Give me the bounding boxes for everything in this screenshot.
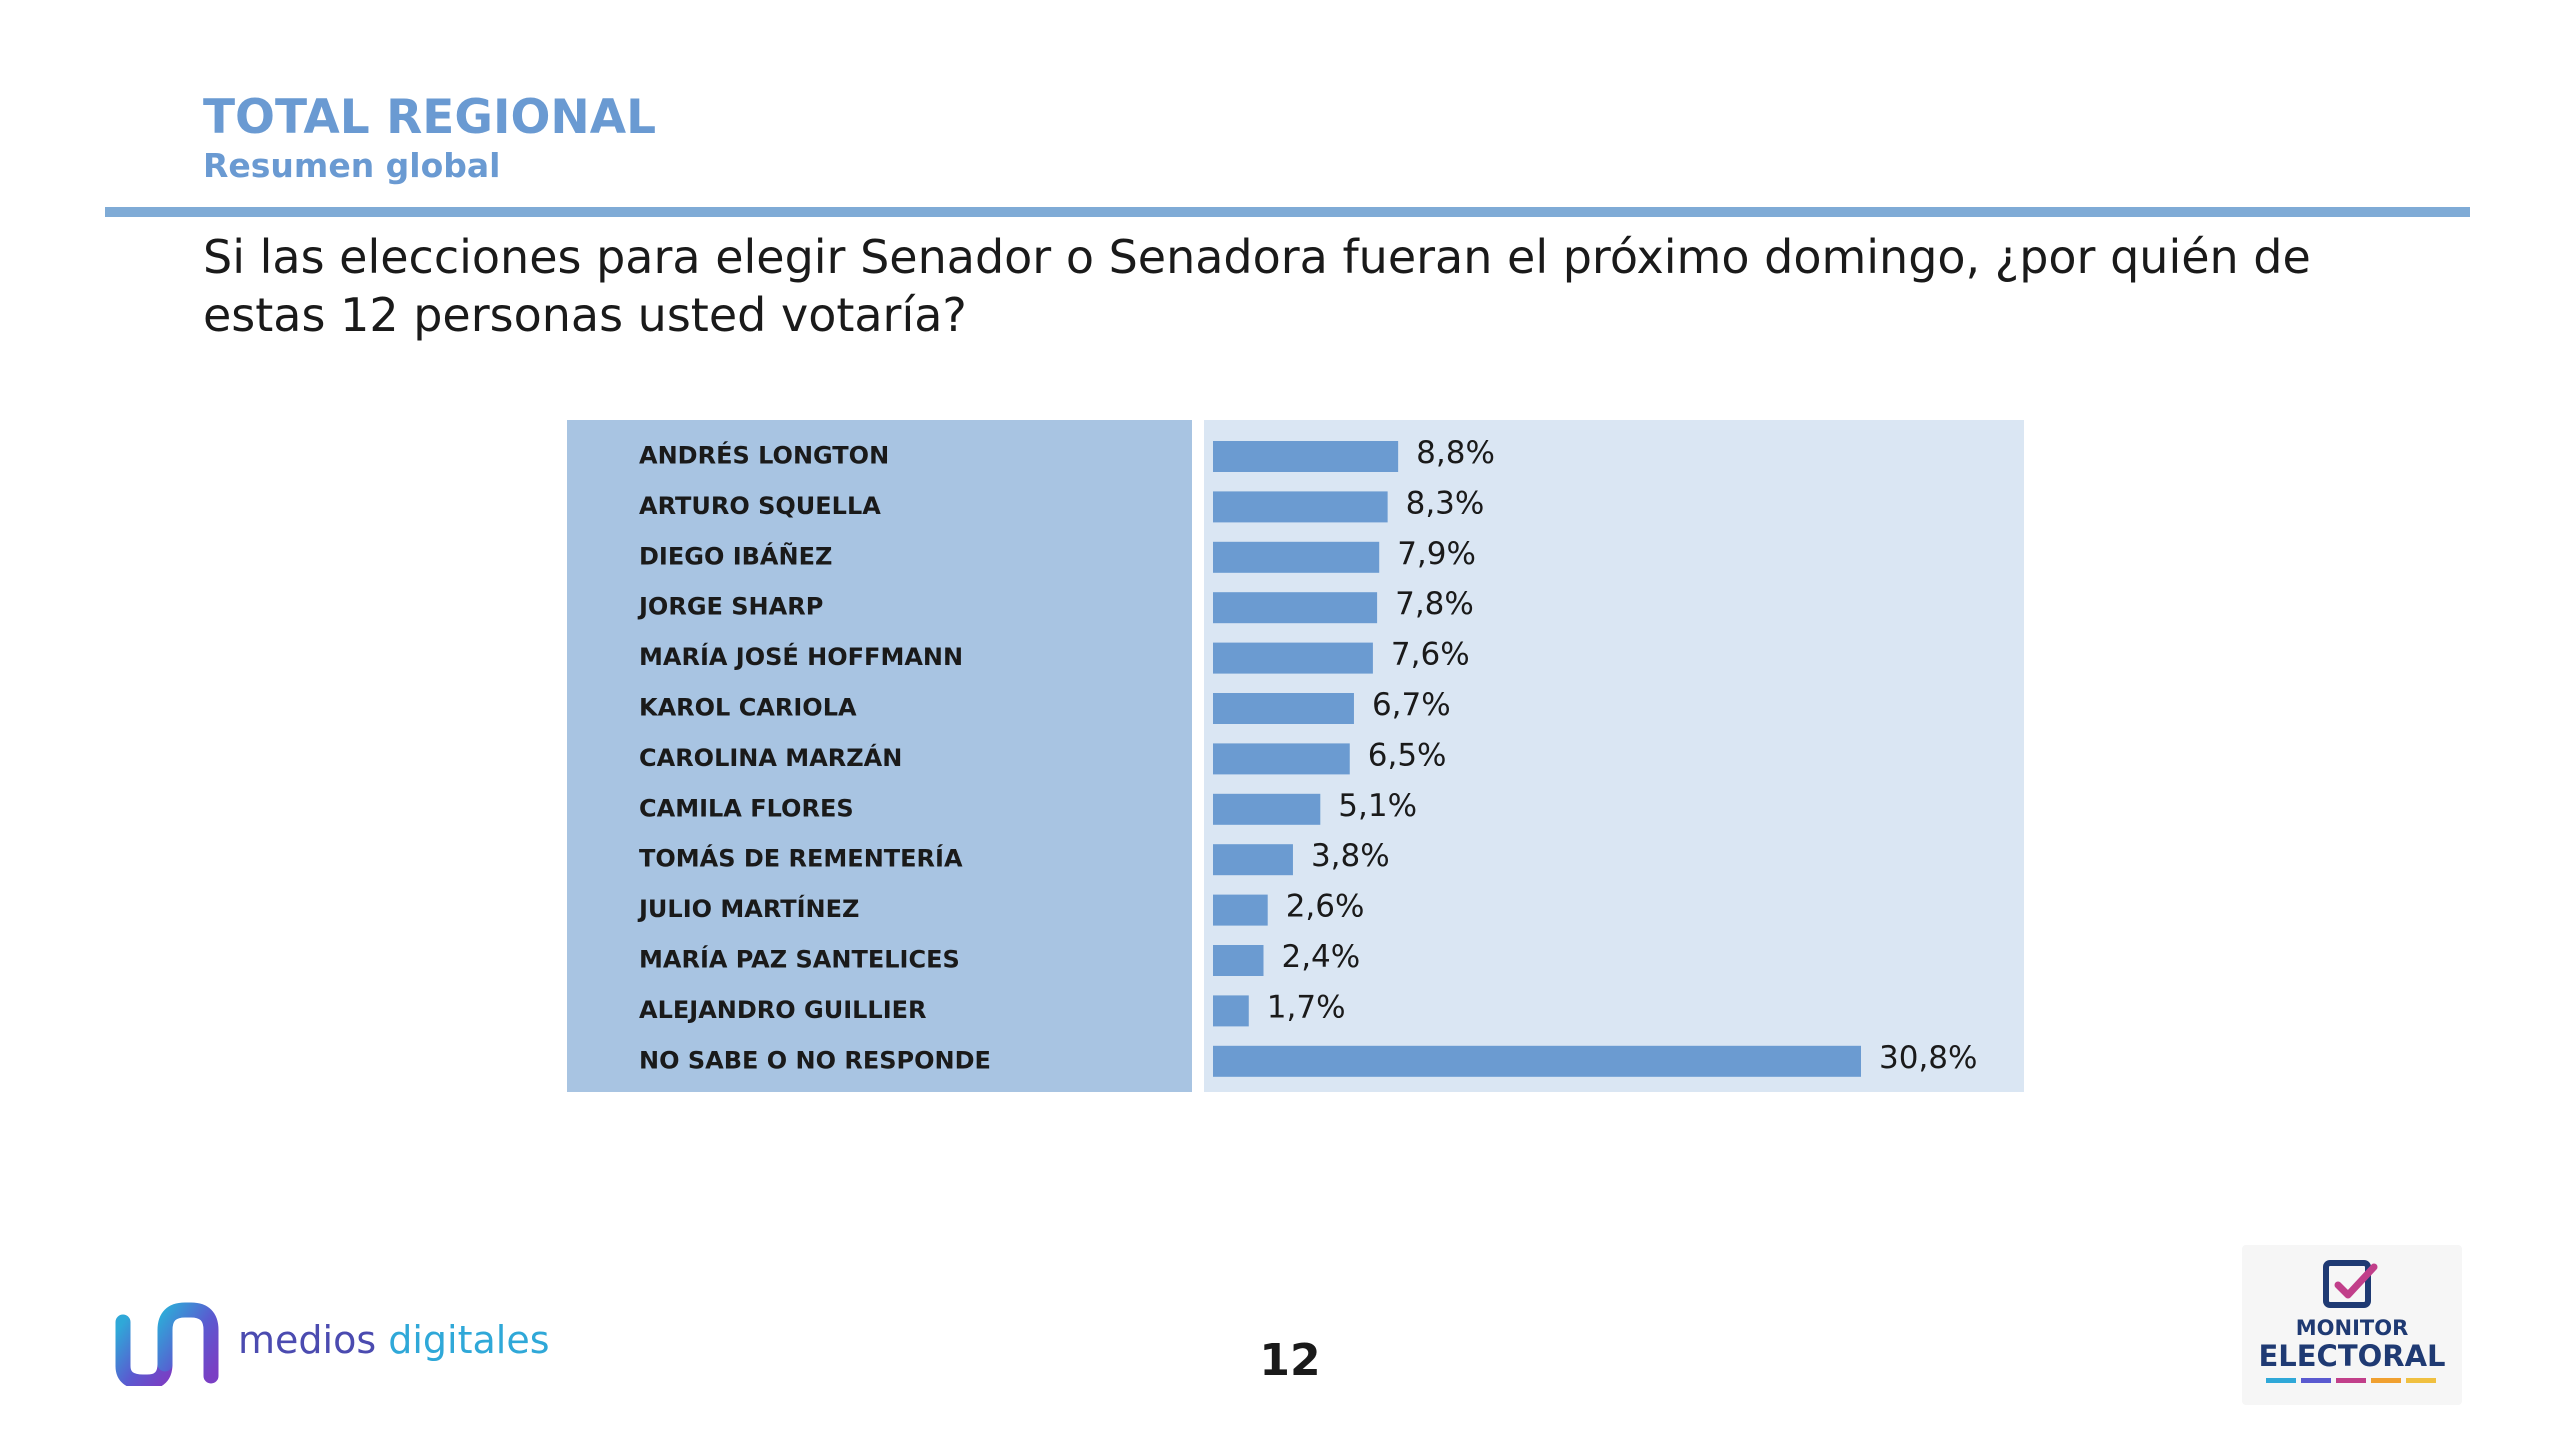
category-label: MARÍA PAZ SANTELICES xyxy=(639,945,960,974)
bar-chart: ANDRÉS LONGTON 8,8% ARTURO SQUELLA 8,3% DIEG… xyxy=(567,420,2024,1092)
logo-word-medios: medios xyxy=(238,1318,377,1362)
survey-question: Si las elecciones para elegir Senador o … xyxy=(203,230,2311,342)
bar xyxy=(1213,1045,1861,1077)
bar xyxy=(1213,592,1378,624)
value-label: 7,9% xyxy=(1397,536,1476,572)
category-label: CAROLINA MARZÁN xyxy=(639,743,902,772)
bar-chart-svg: ANDRÉS LONGTON 8,8% ARTURO SQUELLA 8,3% DIEG… xyxy=(567,420,2024,1092)
page-subtitle: Resumen global xyxy=(203,146,501,185)
page-title: TOTAL REGIONAL xyxy=(203,90,657,145)
category-label: TOMÁS DE REMENTERÍA xyxy=(639,844,963,873)
bar xyxy=(1213,793,1321,825)
value-label: 8,3% xyxy=(1406,485,1485,521)
logo-line-electoral: ELECTORAL xyxy=(2258,1339,2446,1373)
value-label: 6,7% xyxy=(1372,687,1451,723)
bar xyxy=(1213,945,1264,976)
label-panel xyxy=(567,420,1192,1092)
category-label: JORGE SHARP xyxy=(637,593,823,621)
category-label: KAROL CARIOLA xyxy=(639,694,857,722)
category-label: NO SABE O NO RESPONDE xyxy=(639,1046,991,1074)
header-divider xyxy=(105,207,2470,217)
ballot-check-icon xyxy=(2323,1260,2378,1308)
medios-digitales-logo: medios digitales xyxy=(115,1300,565,1390)
category-label: CAMILA FLORES xyxy=(639,794,854,822)
logo-word-digitales: digitales xyxy=(388,1318,550,1362)
bar xyxy=(1213,743,1350,775)
category-label: JULIO MARTÍNEZ xyxy=(637,894,859,923)
category-label: MARÍA JOSÉ HOFFMANN xyxy=(639,642,963,671)
page-number: 12 xyxy=(1259,1335,1321,1386)
bar xyxy=(1213,844,1293,876)
bar xyxy=(1213,995,1249,1027)
value-label: 2,6% xyxy=(1286,889,1365,925)
value-label: 8,8% xyxy=(1416,435,1495,471)
bar xyxy=(1213,894,1268,926)
category-label: DIEGO IBÁÑEZ xyxy=(639,541,832,570)
category-label: ALEJANDRO GUILLIER xyxy=(639,996,927,1024)
category-label: ARTURO SQUELLA xyxy=(639,492,881,520)
logo-color-stripes xyxy=(2266,1378,2436,1383)
bar xyxy=(1213,441,1399,472)
monitor-electoral-logo: MONITOR ELECTORAL xyxy=(2242,1245,2462,1405)
logo-line-monitor: MONITOR xyxy=(2295,1316,2409,1340)
value-label: 7,6% xyxy=(1391,637,1470,673)
bar xyxy=(1213,541,1380,573)
medios-digitales-logo-icon xyxy=(115,1302,219,1386)
value-label: 2,4% xyxy=(1281,939,1360,975)
bar xyxy=(1213,491,1388,523)
value-label: 7,8% xyxy=(1395,586,1474,622)
bars-group: ANDRÉS LONGTON 8,8% ARTURO SQUELLA 8,3% DIEG… xyxy=(637,435,1977,1077)
value-label: 6,5% xyxy=(1368,737,1447,773)
value-label: 30,8% xyxy=(1879,1040,1977,1076)
medios-digitales-logo-text: medios digitales xyxy=(238,1318,550,1362)
value-label: 5,1% xyxy=(1338,788,1417,824)
category-label: ANDRÉS LONGTON xyxy=(639,441,889,470)
bar xyxy=(1213,642,1373,674)
bar xyxy=(1213,693,1354,724)
value-label: 1,7% xyxy=(1267,989,1346,1025)
value-label: 3,8% xyxy=(1311,838,1390,874)
